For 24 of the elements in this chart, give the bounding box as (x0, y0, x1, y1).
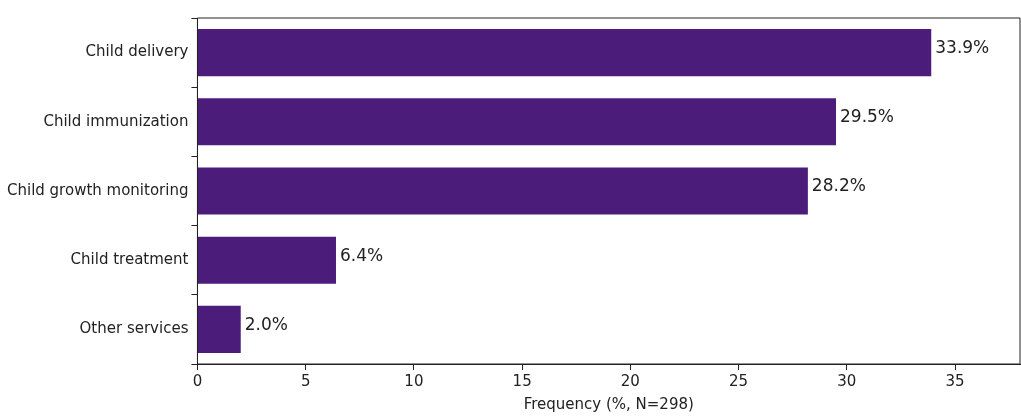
y-tick-label: Child treatment (70, 250, 189, 269)
data-label: 33.9% (935, 37, 990, 58)
x-tick-label: 0 (192, 371, 203, 390)
x-axis-title: Frequency (%, N=298) (523, 394, 694, 413)
x-tick-label: 20 (620, 371, 640, 390)
y-tick-label: Child growth monitoring (7, 180, 189, 199)
x-tick-label: 25 (729, 371, 749, 390)
y-tick-label: Child delivery (85, 42, 189, 61)
data-label: 29.5% (840, 106, 895, 127)
y-tick-label: Other services (79, 319, 189, 338)
bar (197, 236, 336, 284)
data-label: 2.0% (244, 313, 288, 334)
x-tick-label: 5 (300, 371, 311, 390)
data-label: 6.4% (339, 244, 384, 265)
x-tick-label: 35 (945, 371, 965, 390)
bar (197, 305, 241, 353)
bar (197, 29, 932, 77)
bar (197, 98, 837, 146)
data-label: 28.2% (811, 175, 866, 196)
x-tick-label: 15 (512, 371, 532, 390)
y-tick-label: Child immunization (43, 111, 189, 130)
x-tick-label: 10 (404, 371, 424, 390)
bar (197, 167, 808, 215)
x-tick-label: 30 (837, 371, 857, 390)
